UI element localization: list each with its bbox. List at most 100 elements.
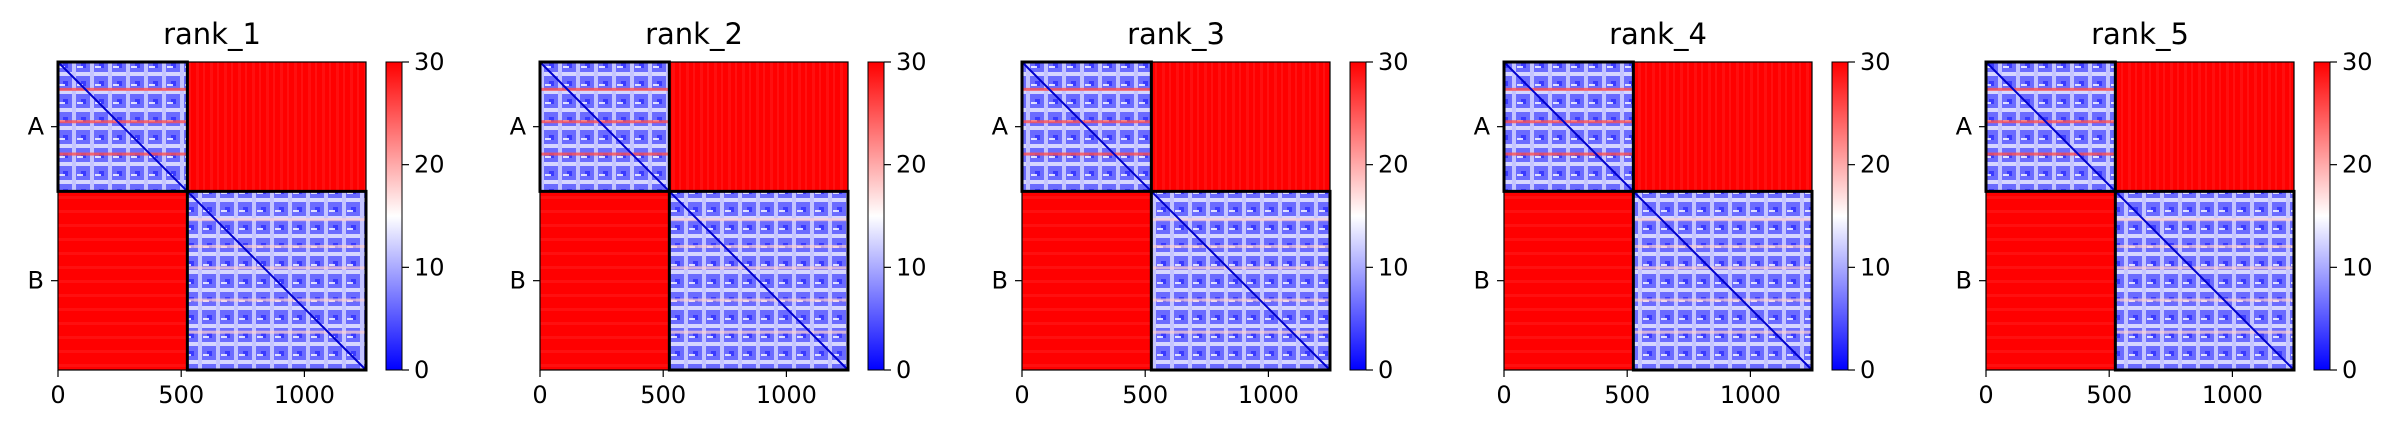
- x-tick-label: 500: [158, 381, 204, 409]
- heatmap-panel-5: rank_5 A B 0 500 1000 0 10 20 30: [1956, 17, 2373, 409]
- x-tick-label: 0: [532, 381, 547, 409]
- aa-band: [540, 152, 670, 156]
- heatmap-panel-3: rank_3 A B 0 500 1000 0 10 20 30: [992, 17, 1409, 409]
- panel-title: rank_4: [1609, 17, 1707, 51]
- y-block-label: B: [1956, 267, 1972, 295]
- bb-band: [2115, 244, 2294, 248]
- block-B-A: [58, 191, 188, 370]
- y-block-label: B: [510, 267, 526, 295]
- x-tick-label: 500: [640, 381, 686, 409]
- bb-band: [669, 298, 848, 302]
- diagonal-line: [57, 61, 367, 371]
- aa-band: [1986, 87, 2116, 91]
- bb-band: [1151, 330, 1330, 334]
- aa-band: [540, 120, 670, 124]
- colorbar-tick-label: 0: [1378, 356, 1393, 384]
- axes-frame: [1985, 61, 2295, 371]
- bb-band: [1151, 244, 1330, 248]
- heatmap-panel-4: rank_4 A B 0 500 1000 0 10 20 30: [1474, 17, 1891, 409]
- x-tick-label: 500: [2086, 381, 2132, 409]
- bb-band: [187, 298, 366, 302]
- aa-band: [1022, 152, 1152, 156]
- block-B-A: [540, 191, 670, 370]
- axes-frame: [1021, 61, 1331, 371]
- aa-band: [1022, 120, 1152, 124]
- block-A-B: [1151, 62, 1330, 192]
- panel-title: rank_1: [163, 17, 261, 51]
- colorbar: [1831, 61, 1849, 371]
- bb-band: [669, 330, 848, 334]
- colorbar-tick-label: 20: [1860, 151, 1891, 179]
- bb-band: [669, 266, 848, 270]
- diagonal-line: [1503, 61, 1813, 371]
- colorbar-tick-label: 20: [1378, 151, 1409, 179]
- bb-band: [1633, 244, 1812, 248]
- colorbar-tick-label: 0: [1860, 356, 1875, 384]
- colorbar-tick-label: 20: [2342, 151, 2373, 179]
- colorbar: [867, 61, 885, 371]
- y-block-label: A: [510, 113, 527, 141]
- bb-band: [669, 218, 848, 222]
- x-tick-label: 500: [1122, 381, 1168, 409]
- colorbar-tick-label: 30: [896, 48, 927, 76]
- panel-title: rank_5: [2091, 17, 2189, 51]
- y-block-label: B: [1474, 267, 1490, 295]
- bb-band: [1633, 330, 1812, 334]
- block-A-B: [187, 62, 366, 192]
- aa-band: [1986, 120, 2116, 124]
- bb-band: [187, 244, 366, 248]
- bb-band: [1633, 298, 1812, 302]
- colorbar-tick-label: 10: [896, 253, 927, 281]
- aa-band: [58, 120, 188, 124]
- panel-title: rank_3: [1127, 17, 1225, 51]
- bb-band: [2115, 266, 2294, 270]
- bb-band: [187, 330, 366, 334]
- x-tick-label: 0: [1978, 381, 1993, 409]
- x-tick-label: 500: [1604, 381, 1650, 409]
- y-block-label: A: [1956, 113, 1973, 141]
- colorbar-tick-label: 30: [1378, 48, 1409, 76]
- aa-band: [1504, 152, 1634, 156]
- bb-band: [187, 266, 366, 270]
- colorbar: [385, 61, 403, 371]
- aa-band: [1986, 152, 2116, 156]
- bb-band: [2115, 298, 2294, 302]
- x-tick-label: 1000: [274, 381, 335, 409]
- x-tick-label: 1000: [1238, 381, 1299, 409]
- colorbar-tick-label: 30: [414, 48, 445, 76]
- colorbar-tick-label: 10: [1378, 253, 1409, 281]
- block-A-B: [669, 62, 848, 192]
- aa-band: [1022, 87, 1152, 91]
- aa-band: [1504, 87, 1634, 91]
- y-block-label: A: [992, 113, 1009, 141]
- bb-band: [2115, 218, 2294, 222]
- aa-band: [58, 87, 188, 91]
- axes-frame: [1503, 61, 1813, 371]
- x-tick-label: 1000: [2202, 381, 2263, 409]
- aa-band: [58, 152, 188, 156]
- bb-band: [1633, 266, 1812, 270]
- y-block-label: A: [28, 113, 45, 141]
- colorbar-tick-label: 10: [2342, 253, 2373, 281]
- x-tick-label: 0: [1014, 381, 1029, 409]
- x-tick-label: 0: [1496, 381, 1511, 409]
- block-B-A: [1986, 191, 2116, 370]
- panel-title: rank_2: [645, 17, 743, 51]
- aa-band: [540, 87, 670, 91]
- colorbar-tick-label: 20: [414, 151, 445, 179]
- block-B-A: [1022, 191, 1152, 370]
- bb-band: [187, 218, 366, 222]
- y-block-label: B: [28, 267, 44, 295]
- bb-band: [1151, 218, 1330, 222]
- diagonal-line: [1985, 61, 2295, 371]
- colorbar-tick-label: 0: [2342, 356, 2357, 384]
- x-tick-label: 0: [50, 381, 65, 409]
- block-A-B: [2115, 62, 2294, 192]
- block-A-B: [1633, 62, 1812, 192]
- y-block-label: B: [992, 267, 1008, 295]
- colorbar: [1349, 61, 1367, 371]
- diagonal-line: [1021, 61, 1331, 371]
- axes-frame: [539, 61, 849, 371]
- colorbar: [2313, 61, 2331, 371]
- diagonal-line: [539, 61, 849, 371]
